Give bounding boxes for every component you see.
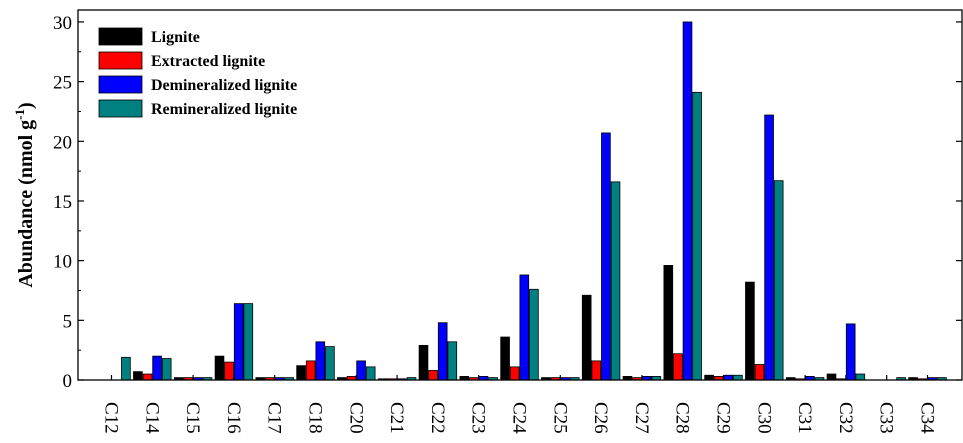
bar-C14-remineralized-lignite bbox=[161, 358, 172, 381]
x-tick-label-C24: C24 bbox=[509, 402, 530, 434]
x-tick-label-C18: C18 bbox=[305, 402, 326, 434]
bar-C28-lignite bbox=[663, 265, 674, 381]
bar-C20-remineralized-lignite bbox=[365, 366, 376, 381]
x-tick-label-C33: C33 bbox=[876, 402, 897, 434]
bar-C32-remineralized-lignite bbox=[855, 373, 866, 381]
legend-swatch-demineralized-lignite bbox=[98, 75, 143, 94]
bar-C30-lignite bbox=[745, 281, 755, 381]
bar-C24-extracted-lignite bbox=[509, 366, 520, 381]
bar-C22-remineralized-lignite bbox=[447, 341, 458, 381]
bar-C16-lignite bbox=[214, 355, 225, 381]
x-tick-label-C21: C21 bbox=[386, 402, 407, 434]
legend-swatch-lignite bbox=[98, 27, 143, 46]
bar-C26-lignite bbox=[581, 294, 592, 381]
bar-C22-lignite bbox=[418, 344, 429, 381]
y-axis-label: Abundance (nmol g-1) bbox=[12, 102, 37, 287]
x-tick-label-C16: C16 bbox=[223, 402, 244, 434]
x-tick-label-C32: C32 bbox=[835, 402, 856, 434]
bar-C14-lignite bbox=[133, 371, 143, 381]
bar-C18-remineralized-lignite bbox=[325, 346, 335, 381]
legend-swatch-extracted-lignite bbox=[98, 51, 143, 70]
bar-C20-demineralized-lignite bbox=[356, 360, 366, 381]
bar-C29-remineralized-lignite bbox=[733, 374, 743, 381]
y-axis: 0 5 10 15 20 25 30 bbox=[53, 13, 962, 392]
y-tick-label: 5 bbox=[63, 311, 73, 332]
x-tick-label-C31: C31 bbox=[794, 402, 815, 434]
bar-C30-remineralized-lignite bbox=[773, 180, 784, 381]
bar-C16-extracted-lignite bbox=[224, 361, 234, 381]
bar-C29-lignite bbox=[704, 374, 714, 381]
bar-C28-remineralized-lignite bbox=[692, 91, 702, 381]
bar-C30-demineralized-lignite bbox=[764, 114, 774, 381]
legend: Lignite Extracted lignite Demineralized li… bbox=[98, 27, 297, 118]
legend-swatch-remineralized-lignite bbox=[98, 99, 143, 118]
bar-C32-demineralized-lignite bbox=[845, 323, 856, 381]
legend-label-demineralized-lignite: Demineralized lignite bbox=[151, 77, 297, 94]
x-tick-label-C17: C17 bbox=[264, 402, 285, 434]
bar-C26-extracted-lignite bbox=[591, 360, 602, 381]
x-tick-label-C23: C23 bbox=[468, 402, 489, 434]
x-tick-label-C20: C20 bbox=[345, 402, 366, 434]
bar-C30-extracted-lignite bbox=[754, 364, 765, 381]
x-tick-label-C15: C15 bbox=[182, 402, 203, 434]
bar-C26-remineralized-lignite bbox=[610, 181, 621, 381]
y-tick-label: 15 bbox=[53, 192, 72, 213]
bar-C18-demineralized-lignite bbox=[315, 341, 326, 381]
bar-C14-demineralized-lignite bbox=[152, 355, 162, 381]
x-tick-label-C34: C34 bbox=[917, 402, 938, 434]
legend-label-lignite: Lignite bbox=[151, 29, 200, 46]
x-tick-label-C28: C28 bbox=[672, 402, 693, 434]
bar-C28-demineralized-lignite bbox=[682, 21, 693, 381]
bar-C24-demineralized-lignite bbox=[519, 274, 530, 381]
bar-C22-extracted-lignite bbox=[428, 370, 438, 381]
y-tick-label: 0 bbox=[63, 371, 73, 392]
bar-C18-lignite bbox=[296, 365, 306, 381]
y-tick-label: 10 bbox=[53, 252, 72, 273]
bar-C18-extracted-lignite bbox=[305, 360, 316, 381]
x-tick-label-C30: C30 bbox=[753, 402, 774, 434]
y-tick-label: 25 bbox=[53, 73, 72, 94]
x-tick-label-C27: C27 bbox=[631, 402, 652, 434]
bar-C16-remineralized-lignite bbox=[243, 303, 254, 381]
x-tick-label-C25: C25 bbox=[549, 402, 570, 434]
x-tick-label-C12: C12 bbox=[101, 402, 122, 434]
bar-C26-demineralized-lignite bbox=[601, 132, 611, 381]
bar-C29-demineralized-lignite bbox=[723, 374, 734, 381]
bar-C14-extracted-lignite bbox=[142, 373, 153, 381]
bar-C16-demineralized-lignite bbox=[233, 303, 244, 381]
y-tick-label: 20 bbox=[53, 132, 72, 153]
bar-C28-extracted-lignite bbox=[673, 353, 683, 381]
x-tick-label-C29: C29 bbox=[713, 402, 734, 434]
legend-label-extracted-lignite: Extracted lignite bbox=[151, 53, 265, 70]
bar-C32-lignite bbox=[826, 373, 837, 381]
legend-label-remineralized-lignite: Remineralized lignite bbox=[151, 101, 297, 118]
x-tick-label-C14: C14 bbox=[141, 402, 162, 434]
bar-C22-demineralized-lignite bbox=[437, 322, 448, 381]
y-tick-label: 30 bbox=[53, 13, 72, 34]
bars-layer bbox=[121, 21, 947, 381]
x-tick-label-C22: C22 bbox=[427, 402, 448, 434]
bar-C12-remineralized-lignite bbox=[121, 356, 131, 381]
x-axis: C12 C14 C15 C16 C17 C18 C20 C21 C22 C23 C24 C25 C26 C… bbox=[101, 375, 938, 434]
bar-C24-lignite bbox=[500, 336, 510, 381]
bar-C24-remineralized-lignite bbox=[529, 288, 539, 381]
x-tick-label-C26: C26 bbox=[590, 402, 611, 434]
